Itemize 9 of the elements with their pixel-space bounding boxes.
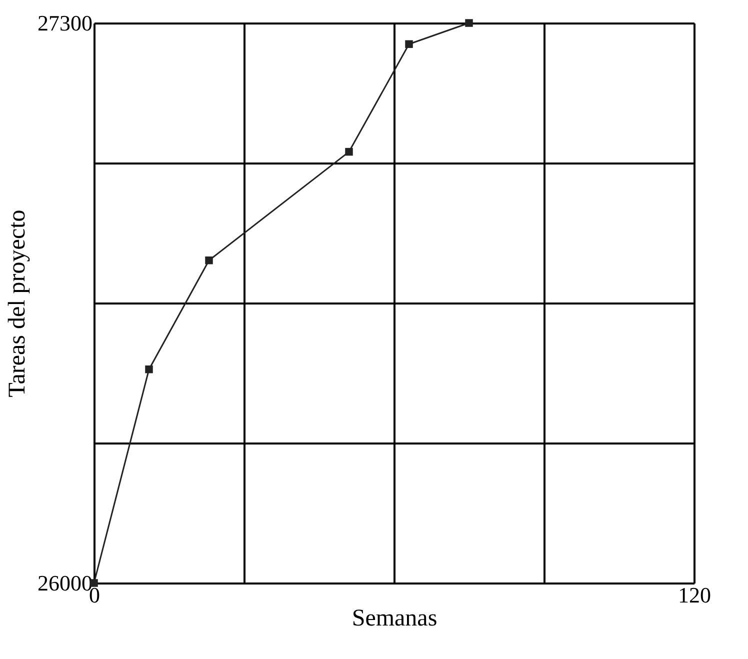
point bbox=[465, 19, 473, 27]
x-axis-title: Semanas bbox=[352, 606, 438, 632]
y-tick-label: 27300 bbox=[38, 10, 92, 36]
point bbox=[145, 365, 153, 374]
y-axis-title: Tareas del proyecto bbox=[4, 210, 30, 398]
point bbox=[405, 40, 413, 48]
point bbox=[205, 256, 213, 264]
point bbox=[345, 148, 353, 156]
x-tick-label: 120 bbox=[678, 582, 711, 608]
